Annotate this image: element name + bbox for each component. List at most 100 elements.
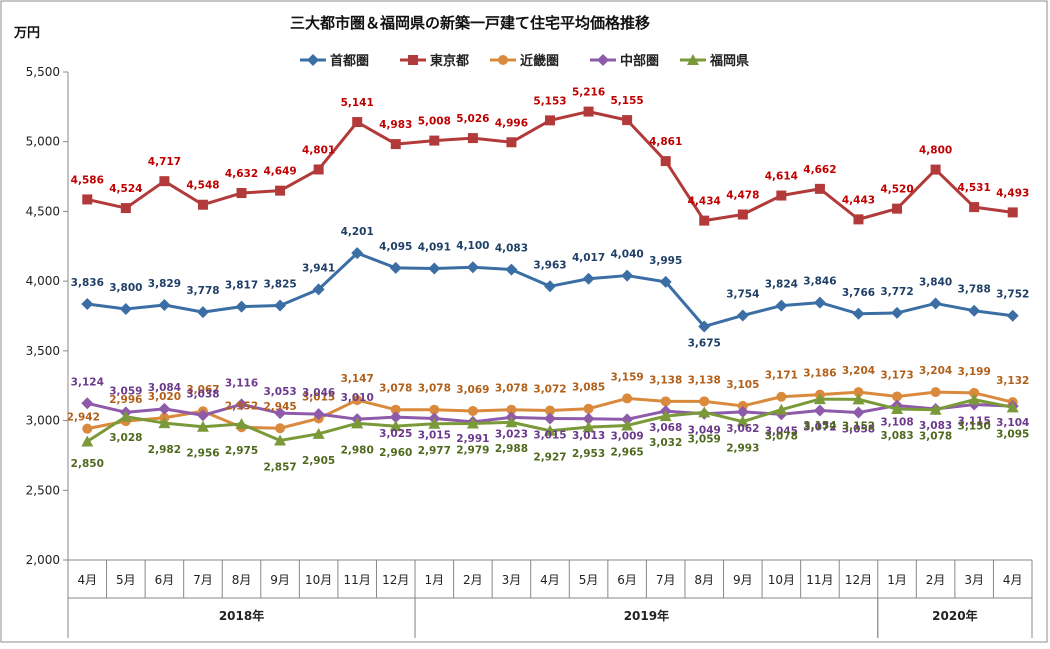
data-point [968, 393, 981, 405]
data-label: 2,956 [186, 448, 219, 460]
legend-label: 近畿圏 [520, 53, 559, 69]
data-label: 4,717 [148, 156, 181, 168]
x-tick-label: 7月 [193, 573, 213, 587]
data-point [813, 393, 826, 405]
data-point [159, 176, 170, 187]
data-label: 4,632 [225, 168, 258, 180]
data-point [968, 304, 981, 317]
data-label: 3,058 [842, 423, 875, 435]
data-label: 4,996 [495, 117, 528, 129]
data-point [813, 296, 826, 309]
data-label: 4,017 [572, 252, 605, 264]
data-point [390, 404, 401, 415]
data-point [196, 306, 209, 319]
y-tick-label: 5,500 [26, 65, 60, 79]
data-label: 3,836 [71, 277, 104, 289]
data-label: 3,053 [263, 386, 296, 398]
data-label: 3,124 [71, 376, 104, 388]
data-point [466, 261, 479, 274]
data-point [583, 403, 594, 414]
data-label: 3,138 [688, 374, 721, 386]
data-label: 3,046 [302, 387, 335, 399]
data-point [196, 420, 209, 432]
data-label: 3,028 [109, 432, 142, 444]
data-point [545, 405, 555, 416]
data-label: 3,173 [880, 369, 913, 381]
data-point [82, 423, 93, 434]
data-point [852, 393, 865, 405]
x-tick-label: 4月 [1003, 573, 1023, 587]
legend-marker [307, 54, 319, 66]
data-label: 2,953 [572, 448, 605, 460]
data-point [120, 203, 131, 214]
data-point [312, 427, 325, 439]
y-tick-label: 5,000 [26, 135, 60, 149]
data-point [930, 387, 941, 398]
data-label: 3,025 [379, 428, 412, 440]
data-point [891, 306, 904, 319]
data-label: 3,825 [263, 279, 296, 291]
x-tick-label: 10月 [305, 573, 332, 587]
data-label: 3,078 [495, 383, 528, 395]
data-label: 3,085 [572, 382, 605, 394]
data-point [660, 396, 671, 407]
y-tick-label: 2,000 [26, 553, 60, 567]
data-point [621, 413, 634, 426]
data-label: 2,996 [109, 394, 142, 406]
x-tick-label: 9月 [733, 573, 753, 587]
data-label: 3,159 [611, 371, 644, 383]
data-label: 3,015 [418, 429, 451, 441]
x-tick-label: 3月 [964, 573, 984, 587]
data-point [622, 115, 633, 126]
data-point [736, 415, 749, 427]
data-label: 3,084 [148, 382, 181, 394]
data-point [776, 391, 787, 402]
data-label: 5,008 [418, 116, 451, 128]
data-point [352, 395, 363, 406]
data-label: 3,941 [302, 262, 335, 274]
data-label: 3,059 [109, 385, 142, 397]
data-point [1007, 207, 1018, 218]
data-point [698, 320, 711, 333]
data-label: 3,171 [765, 370, 798, 382]
data-point [698, 406, 711, 418]
data-label: 3,095 [996, 428, 1029, 440]
data-point [583, 106, 594, 117]
series-福岡県 [81, 393, 1019, 447]
data-point [737, 209, 748, 220]
data-label: 3,049 [688, 425, 721, 437]
data-label: 2,982 [148, 444, 181, 456]
data-label: 3,067 [186, 384, 219, 396]
data-label: 3,104 [996, 417, 1029, 429]
data-label: 5,141 [341, 97, 374, 109]
y-tick-label: 3,500 [26, 344, 60, 358]
legend-marker [408, 55, 418, 65]
year-label: 2020年 [932, 608, 977, 623]
data-point [312, 408, 325, 421]
x-tick-label: 3月 [502, 573, 522, 587]
data-label: 2,979 [456, 444, 489, 456]
data-label: 4,040 [611, 249, 644, 261]
data-label: 3,199 [958, 366, 991, 378]
data-point [467, 405, 478, 416]
legend-label: 福岡県 [709, 53, 749, 69]
data-point [622, 393, 633, 404]
data-point [428, 417, 441, 429]
data-label: 3,072 [803, 422, 836, 434]
data-point [81, 397, 94, 410]
data-label: 3,778 [186, 285, 219, 297]
x-tick-label: 2月 [463, 573, 483, 587]
data-point [274, 434, 287, 446]
x-tick-label: 2月 [926, 573, 946, 587]
data-label: 3,062 [726, 423, 759, 435]
x-tick-label: 5月 [116, 573, 136, 587]
data-label: 4,100 [456, 240, 489, 252]
data-label: 2,960 [379, 447, 412, 459]
data-label: 3,059 [688, 433, 721, 445]
data-label: 3,824 [765, 279, 798, 291]
data-point [196, 409, 209, 422]
data-point [1006, 401, 1019, 413]
